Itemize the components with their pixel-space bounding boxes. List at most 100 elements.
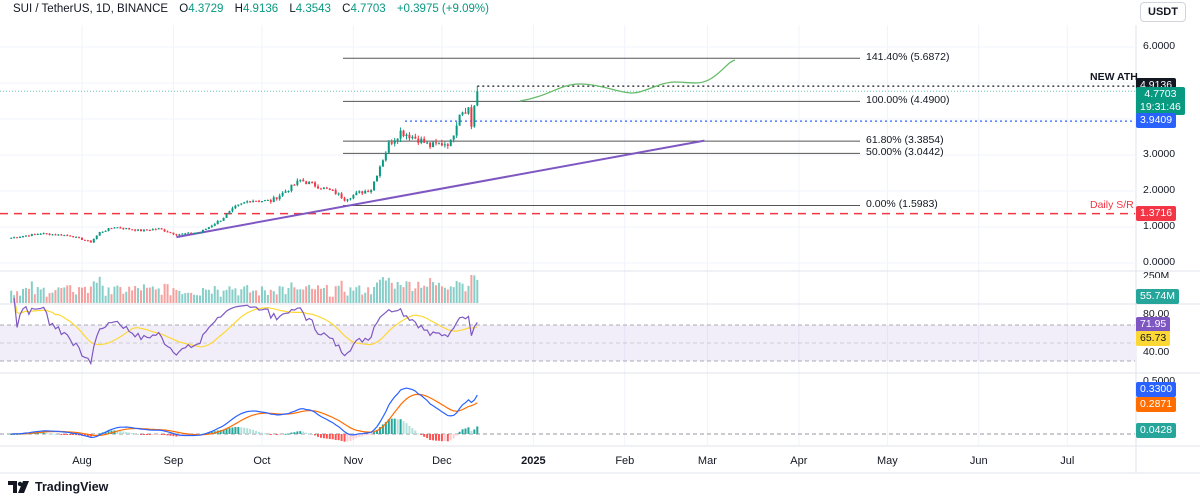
volume-bar [145,287,148,303]
macd-histogram-bar [131,433,134,435]
candle-body [443,144,446,146]
candle [125,227,128,230]
candle-body [66,235,69,237]
candle-body [272,197,275,202]
volume-bar [110,294,113,303]
volume-bar [193,294,196,303]
candle [48,233,51,236]
candle-body [364,191,367,194]
candle-body [54,234,57,236]
symbol-title[interactable]: SUI / TetherUS, 1D, BINANCE [13,3,169,15]
volume-bar [75,294,78,303]
candle-body [119,227,122,229]
macd-histogram-bar [140,434,142,435]
macd-histogram-bar [432,434,435,441]
candle [381,159,384,167]
candle-body [452,135,455,140]
candle [260,201,263,203]
candle [172,232,175,236]
macd-histogram-bar [69,434,72,435]
candle [216,219,219,225]
time-axis-label: Jul [1060,455,1075,467]
candle [75,236,78,238]
macd-histogram-bar [66,434,69,435]
trendline [176,139,705,239]
macd-histogram-bar [255,430,258,434]
macd-histogram-bar [449,434,452,441]
candle-body [137,229,140,231]
candle [325,186,328,189]
volume-bar [243,286,246,303]
candle [175,233,178,236]
macd-histogram-bar [187,434,190,436]
histogram-tag: 0.0428 [1136,423,1177,438]
volume-bar [134,285,137,303]
macd-histogram-bar [464,428,467,434]
candle-body [95,235,98,239]
candle-body [181,233,184,235]
candle [287,190,290,193]
candle-body [30,234,33,236]
volume-bar [169,295,172,303]
time-axis-label: Sep [163,455,184,467]
macd-histogram-bar [331,434,334,440]
macd-histogram-bar [293,432,296,434]
candle [290,184,293,193]
candle [219,220,222,223]
volume-bar [19,295,22,303]
macd-histogram-bar [311,433,314,435]
macd-histogram-bar [128,432,131,434]
candle-body [440,143,443,146]
currency-button[interactable]: USDT [1140,2,1186,22]
macd-histogram-bar [367,434,370,435]
volume-bar [63,287,66,303]
candle-body [237,204,240,206]
volume-bar [317,285,319,303]
volume-bar [408,281,411,303]
volume-bar [69,285,72,303]
time-axis-label: 2025 [521,455,546,467]
macd-histogram-bar [319,434,322,438]
signal-tag: 0.2871 [1136,397,1177,412]
candle [166,230,169,233]
candle-body [411,136,414,139]
candle [423,136,426,144]
volume-bar [231,289,234,303]
candle-body [145,229,148,231]
candle-body [169,232,172,234]
candle-body [110,228,113,230]
candle [101,231,104,233]
candle [10,237,13,239]
volume-bar [334,286,337,303]
candle-body [225,213,228,218]
macd-histogram-bar [358,434,361,437]
candle-body [142,229,145,232]
volume-bar [228,286,231,303]
candle [361,190,364,196]
candle [293,183,296,186]
candle [311,181,314,184]
candle-body [325,187,328,189]
macd-histogram-bar [228,428,231,434]
volume-bar [290,282,293,303]
candle-body [381,160,384,167]
candle-body [417,138,420,143]
macd-signal-line [11,393,478,437]
candle-body [429,142,432,148]
candle [384,151,387,162]
candle-body [57,234,60,236]
candle [98,231,101,236]
candle-body [231,208,234,212]
volume-bar [314,289,317,303]
volume-bar [376,282,378,303]
macd-histogram-bar [246,428,249,434]
tradingview-logo[interactable]: TradingView [8,480,108,494]
candle [187,232,190,234]
macd-histogram-bar [408,425,411,434]
candle-body [278,195,281,200]
volume-bar [352,290,355,303]
candle [387,140,390,153]
macd-histogram-bar [405,423,408,434]
volume-bar [381,277,384,303]
